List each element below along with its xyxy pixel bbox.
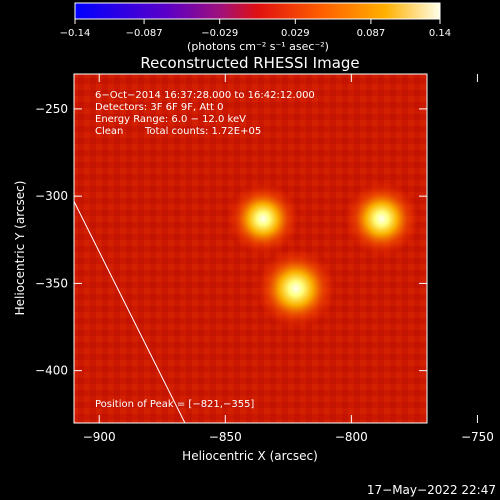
y-axis-ticks: −250 −300 −350 −400 <box>35 102 427 378</box>
footer-timestamp: 17−May−2022 22:47 <box>367 483 496 497</box>
emission-sources <box>227 181 419 329</box>
energy-range-text: Energy Range: 6.0 − 12.0 keV <box>95 114 246 125</box>
y-axis-label: Heliocentric Y (arcsec) <box>13 181 27 316</box>
emission-source <box>344 181 419 256</box>
x-tick-label: −750 <box>461 430 494 444</box>
y-tick-label: −300 <box>35 189 68 203</box>
colorbar-tick-label: 0.14 <box>429 28 451 39</box>
colorbar: −0.14 −0.087 −0.029 0.029 0.087 0.14 (photons… <box>60 2 451 53</box>
time-range-text: 6−Oct−2014 16:37:28.000 to 16:42:12.000 <box>95 90 315 101</box>
y-tick-label: −400 <box>35 364 68 378</box>
colorbar-tick-label: 0.029 <box>281 28 310 39</box>
x-tick-label: −850 <box>209 430 242 444</box>
y-tick-label: −350 <box>35 276 68 290</box>
method-text: Clean <box>95 126 123 137</box>
image-plot <box>74 74 427 423</box>
x-axis-label: Heliocentric X (arcsec) <box>182 449 318 463</box>
emission-source <box>255 248 336 329</box>
emission-source <box>227 183 299 255</box>
colorbar-tick-label: −0.029 <box>201 28 238 39</box>
y-tick-label: −250 <box>35 102 68 116</box>
chart-title: Reconstructed RHESSI Image <box>140 54 359 72</box>
plot-frame <box>73 73 428 424</box>
colorbar-gradient <box>74 2 441 20</box>
solar-limb-line <box>74 201 186 423</box>
colorbar-tick-label: −0.087 <box>126 28 163 39</box>
observation-info: 6−Oct−2014 16:37:28.000 to 16:42:12.000 … <box>95 90 315 410</box>
x-axis-ticks: −900 −850 −800 −750 <box>83 74 494 444</box>
peak-position-text: Position of Peak = [−821,−355] <box>95 399 254 410</box>
x-tick-label: −800 <box>335 430 368 444</box>
colorbar-tick-label: 0.087 <box>357 28 386 39</box>
detectors-text: Detectors: 3F 6F 9F, Att 0 <box>95 102 223 113</box>
x-tick-label: −900 <box>83 430 116 444</box>
colorbar-ticks: −0.14 −0.087 −0.029 0.029 0.087 0.14 <box>60 19 451 39</box>
colorbar-unit-label: (photons cm⁻² s⁻¹ asec⁻²) <box>187 40 329 53</box>
colorbar-tick-label: −0.14 <box>60 28 91 39</box>
total-counts-text: Total counts: 1.72E+05 <box>144 126 261 137</box>
